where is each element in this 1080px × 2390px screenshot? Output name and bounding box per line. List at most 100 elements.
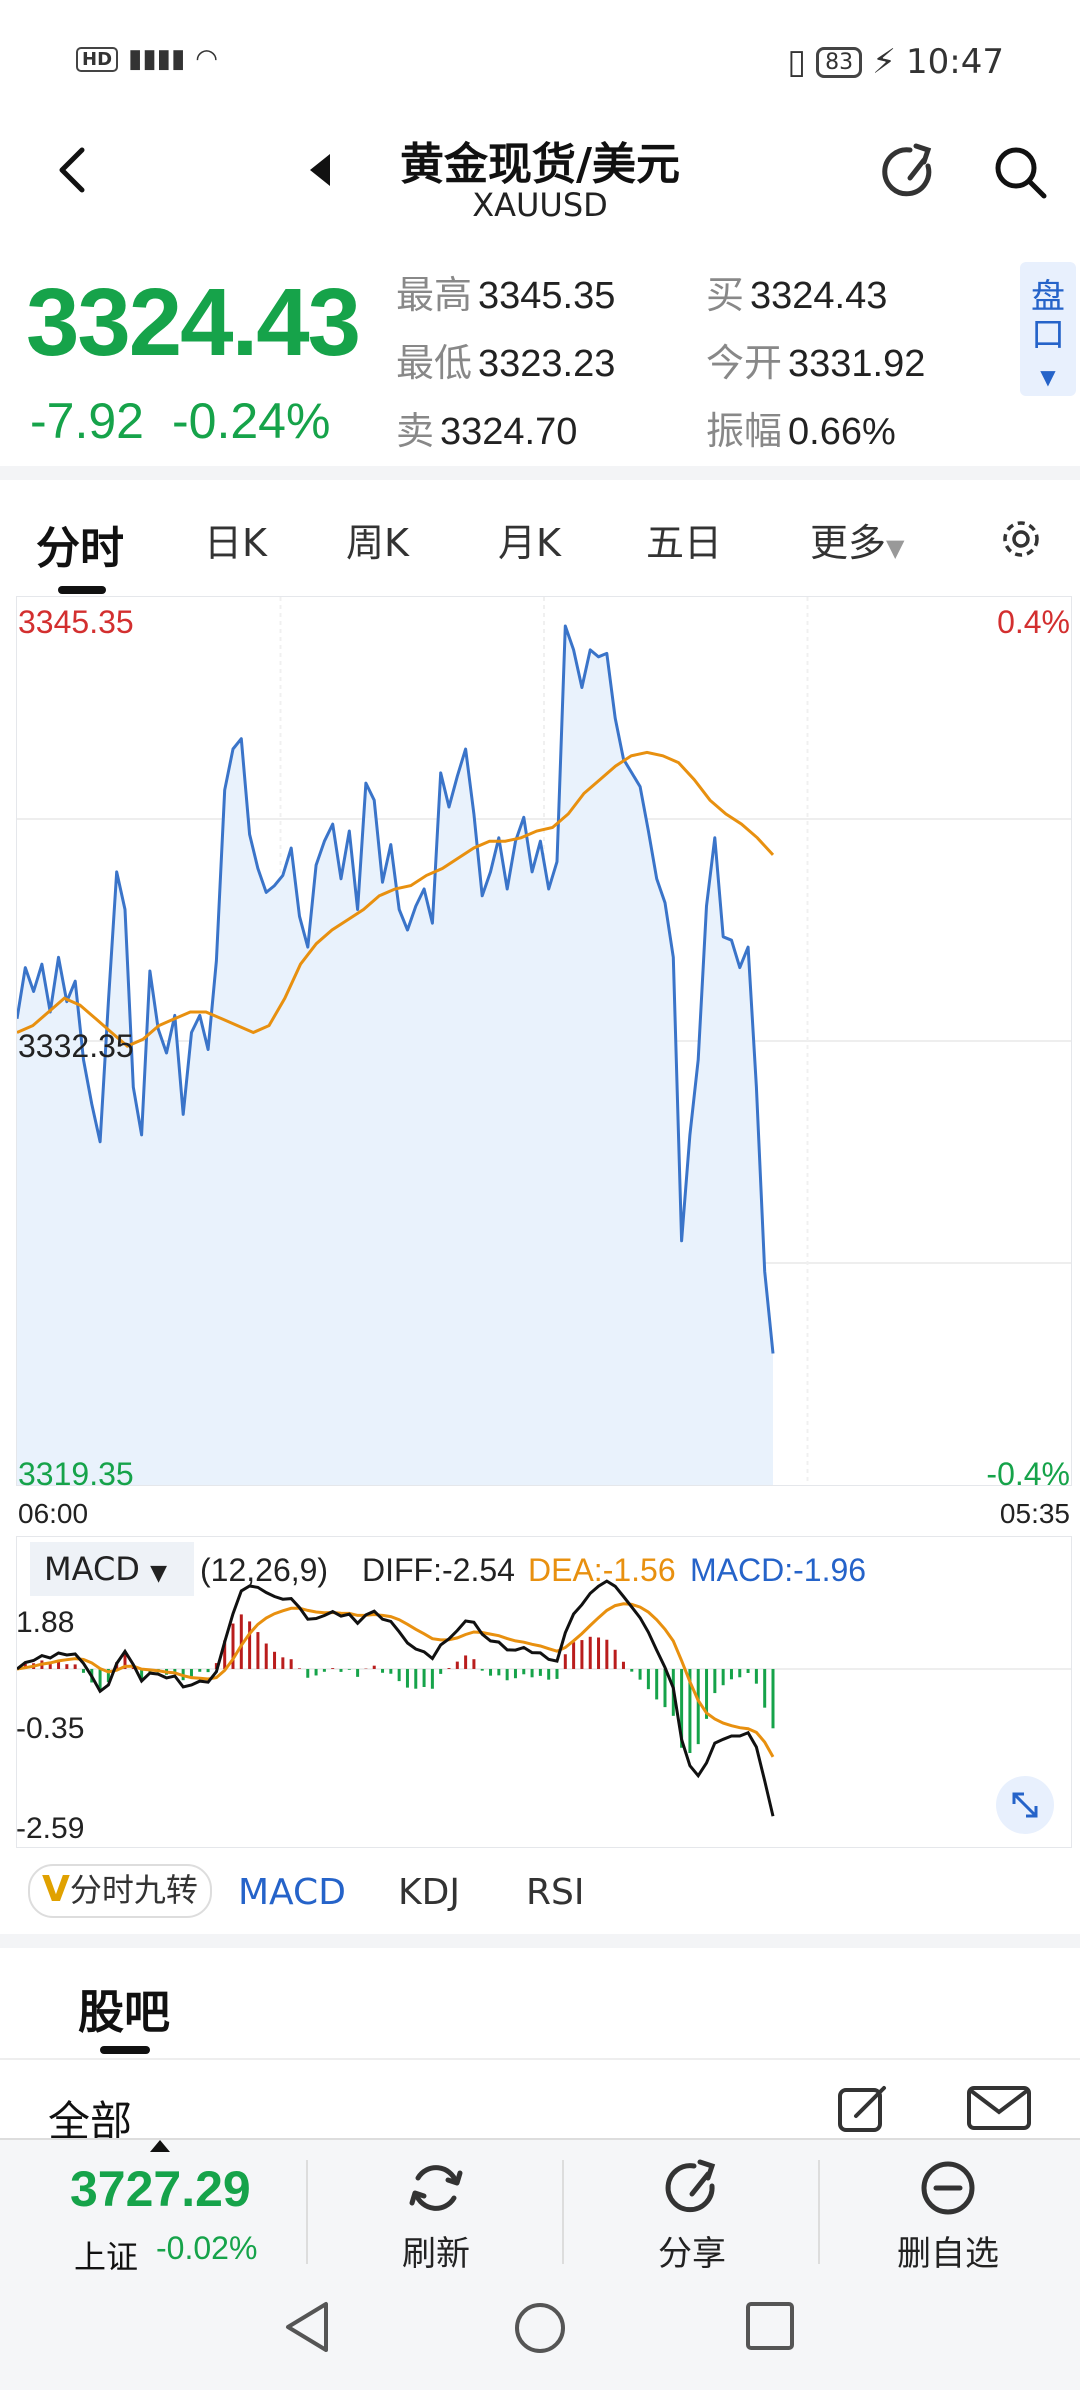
share-arrow-icon <box>882 143 932 197</box>
nav-home-button[interactable] <box>512 2300 568 2360</box>
index-value: 3727.29 <box>70 2161 251 2217</box>
forum-title[interactable]: 股吧 <box>78 1985 170 2039</box>
stat-sell: 卖 3324.70 <box>396 409 578 453</box>
macd-y-mid-label: -0.35 <box>16 1712 85 1745</box>
symbol-code: XAUUSD <box>472 186 608 224</box>
y-axis-bottom-label: 3319.35 <box>18 1456 134 1492</box>
remove-watchlist-button[interactable]: 删自选 <box>822 2144 1074 2284</box>
order-book-button[interactable]: 盘口 ▼ <box>1020 262 1076 396</box>
share-header-button[interactable] <box>880 140 944 204</box>
tab-intraday[interactable]: 分时 <box>36 523 124 574</box>
time-start-label: 06:00 <box>18 1498 89 1529</box>
price-change-pct: -0.24% <box>172 393 331 449</box>
tab-monthly-k[interactable]: 月K <box>498 521 561 565</box>
divider <box>306 2160 308 2264</box>
current-price: 3324.43 <box>26 269 361 376</box>
refresh-button[interactable]: 刷新 <box>310 2144 562 2284</box>
charging-icon: ⚡ <box>872 42 897 82</box>
edit-icon <box>838 2086 886 2132</box>
price-change: -7.92 <box>30 393 144 449</box>
tab-weekly-k[interactable]: 周K <box>346 521 409 565</box>
tab-more[interactable]: 更多▼ <box>810 521 905 565</box>
share-button[interactable]: 分享 <box>566 2144 818 2284</box>
macd-y-bottom-label: -2.59 <box>16 1812 85 1845</box>
chart-settings-button[interactable] <box>996 514 1046 564</box>
hd-icon: HD <box>76 46 119 72</box>
chevron-left-icon <box>59 147 85 193</box>
divider <box>818 2160 820 2264</box>
forum-filter-all[interactable]: 全部 <box>48 2097 133 2146</box>
divider <box>0 2058 1080 2060</box>
macd-macd-value: MACD:-1.96 <box>690 1552 867 1588</box>
caret-down-icon: ▼ <box>1040 365 1056 389</box>
status-left: HD ▮▮▮▮ ◠ <box>76 44 218 74</box>
intraday-chart-svg <box>17 597 1071 1485</box>
y-axis-mid-label: 3332.35 <box>18 1028 134 1064</box>
divider <box>562 2160 564 2264</box>
indicator-tab-kdj[interactable]: KDJ <box>398 1872 460 1913</box>
time-end-label: 05:35 <box>999 1498 1070 1529</box>
compose-post-button[interactable] <box>836 2080 892 2136</box>
intraday-chart[interactable] <box>16 596 1072 1486</box>
nav-back-button[interactable] <box>282 2300 332 2358</box>
nav-recents-icon <box>746 2302 794 2350</box>
minus-circle-icon <box>921 2161 975 2215</box>
mail-icon <box>967 2086 1031 2130</box>
battery-icon: 83 <box>816 46 863 78</box>
macd-dea-line <box>17 1602 775 1758</box>
index-name: 上证 <box>74 2238 139 2276</box>
indicator-tab-macd[interactable]: MACD <box>238 1872 346 1913</box>
signal-icon: ▮▮▮▮ <box>128 44 186 74</box>
nav-back-icon <box>286 2302 328 2352</box>
price-area <box>17 626 773 1485</box>
macd-y-top-label: 1.88 <box>16 1606 75 1639</box>
pct-axis-top-label: 0.4% <box>997 604 1070 640</box>
stat-buy: 买 3324.43 <box>706 273 888 317</box>
macd-diff-line <box>17 1579 775 1817</box>
expand-icon <box>1012 1792 1038 1818</box>
indicator-tab-rsi[interactable]: RSI <box>526 1872 585 1913</box>
tab-five-day[interactable]: 五日 <box>646 521 723 565</box>
messages-button[interactable] <box>966 2084 1032 2134</box>
average-line <box>17 750 775 1048</box>
status-bar: HD ▮▮▮▮ ◠ ▯ 83 ⚡ 10:47 <box>0 0 1080 120</box>
section-divider <box>0 466 1080 480</box>
stat-amplitude: 振幅 0.66% <box>706 409 896 453</box>
search-button[interactable] <box>988 140 1052 204</box>
refresh-label: 刷新 <box>402 2234 470 2274</box>
index-ticker[interactable]: 3727.29 上证 -0.02% <box>20 2150 300 2290</box>
expand-chart-button[interactable] <box>996 1776 1054 1834</box>
prev-symbol-arrow-icon[interactable] <box>310 154 330 186</box>
nine-turn-chip[interactable]: V分时九转 <box>28 1864 212 1918</box>
caret-down-icon: ▼ <box>886 534 905 562</box>
section-divider <box>0 1934 1080 1948</box>
remove-watchlist-label: 删自选 <box>897 2234 999 2274</box>
gear-icon <box>1003 521 1039 557</box>
stat-high: 最高 3345.35 <box>396 273 616 317</box>
macd-params: (12,26,9) <box>200 1552 329 1588</box>
page-title: 黄金现货/美元 <box>399 139 681 190</box>
indicator-selector[interactable]: MACD ▼ <box>30 1542 194 1596</box>
nav-recents-button[interactable] <box>744 2300 796 2356</box>
forum-tab-indicator <box>100 2046 150 2054</box>
vibrate-icon: ▯ <box>787 42 807 82</box>
index-change: -0.02% <box>156 2230 258 2266</box>
caret-down-icon: ▼ <box>150 1561 168 1586</box>
bottom-action-bar <box>0 2138 1080 2390</box>
index-toggle-arrow-icon[interactable] <box>150 2140 170 2152</box>
price-line <box>17 624 775 1354</box>
refresh-icon <box>409 2165 463 2211</box>
y-axis-top-label: 3345.35 <box>18 604 134 640</box>
macd-diff-value: DIFF:-2.54 <box>362 1552 515 1588</box>
macd-chart[interactable] <box>16 1536 1072 1848</box>
macd-dea-value: DEA:-1.56 <box>528 1552 676 1588</box>
tab-active-indicator <box>58 586 106 594</box>
status-right: ▯ 83 ⚡ 10:47 <box>787 42 1004 82</box>
share-label: 分享 <box>658 2234 726 2274</box>
back-button[interactable] <box>48 140 98 200</box>
tab-daily-k[interactable]: 日K <box>204 521 267 565</box>
nav-home-icon <box>515 2303 565 2353</box>
search-icon <box>995 147 1047 199</box>
macd-chart-svg <box>17 1579 1071 1817</box>
share-icon <box>665 2159 716 2213</box>
